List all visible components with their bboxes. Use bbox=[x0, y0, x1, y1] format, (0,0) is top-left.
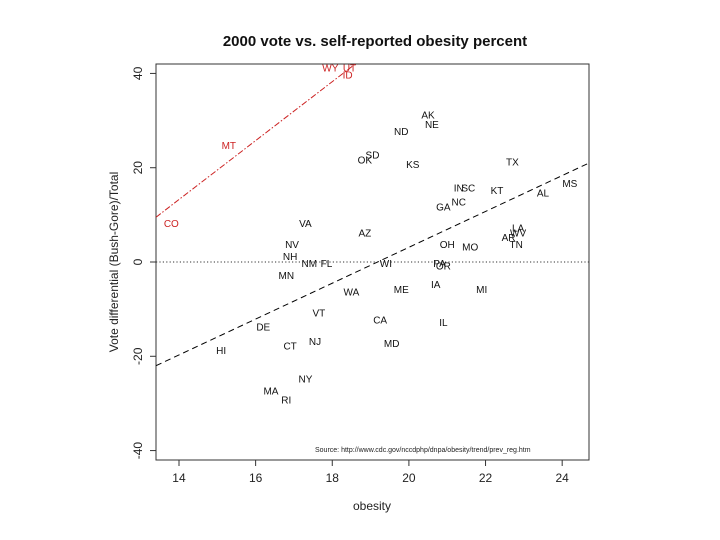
state-point-ga: GA bbox=[436, 202, 451, 213]
state-point-ia: IA bbox=[431, 280, 441, 291]
state-point-ca: CA bbox=[373, 316, 387, 327]
state-point-la: LA bbox=[512, 224, 525, 235]
state-point-hi: HI bbox=[216, 346, 226, 357]
state-point-mo: MO bbox=[462, 242, 478, 253]
state-point-va: VA bbox=[299, 219, 312, 230]
x-tick-label: 16 bbox=[249, 471, 263, 485]
x-tick-label: 22 bbox=[479, 471, 493, 485]
y-tick-label: 40 bbox=[131, 66, 145, 80]
state-point-nh: NH bbox=[283, 252, 297, 263]
fit-line-all-states bbox=[155, 162, 590, 367]
state-point-mt: MT bbox=[222, 141, 236, 152]
state-point-ma: MA bbox=[263, 386, 278, 397]
x-tick-label: 24 bbox=[555, 471, 569, 485]
state-point-ct: CT bbox=[283, 341, 296, 352]
state-point-sc: SC bbox=[461, 184, 475, 195]
x-tick-label: 20 bbox=[402, 471, 416, 485]
y-axis-label: Vote differential (Bush-Gore)/Total bbox=[107, 172, 121, 353]
state-point-vt: VT bbox=[312, 308, 325, 319]
y-tick-label: 20 bbox=[131, 161, 145, 175]
state-point-ks: KS bbox=[406, 160, 420, 171]
state-point-wi: WI bbox=[380, 259, 392, 270]
state-point-il: IL bbox=[439, 318, 448, 329]
state-point-ms: MS bbox=[562, 179, 577, 190]
state-point-or: OR bbox=[436, 261, 451, 272]
state-point-ri: RI bbox=[281, 396, 291, 407]
state-point-nc: NC bbox=[451, 198, 465, 209]
x-tick-label: 14 bbox=[172, 471, 186, 485]
state-point-nm: NM bbox=[301, 259, 317, 270]
x-axis-label: obesity bbox=[353, 499, 391, 513]
state-point-pa: PA bbox=[433, 259, 446, 270]
state-point-al: AL bbox=[537, 188, 550, 199]
state-point-kt: KT bbox=[491, 186, 504, 197]
state-point-sd: SD bbox=[366, 151, 380, 162]
axis-ticks: 14 16 18 20 22 24 -40 -20 0 20 40 bbox=[131, 66, 569, 485]
state-point-mn: MN bbox=[279, 271, 295, 282]
state-point-tx: TX bbox=[506, 158, 519, 169]
y-tick-label: -40 bbox=[131, 442, 145, 460]
state-point-in: IN bbox=[454, 184, 464, 195]
state-point-ut: UT bbox=[343, 63, 356, 74]
state-point-nd: ND bbox=[394, 127, 408, 138]
state-point-wv: WV bbox=[510, 228, 526, 239]
state-point-nj: NJ bbox=[309, 337, 321, 348]
chart-title: 2000 vote vs. self-reported obesity perc… bbox=[223, 33, 527, 50]
state-point-me: ME bbox=[394, 285, 409, 296]
state-point-fl: FL bbox=[321, 259, 333, 270]
state-point-md: MD bbox=[384, 339, 400, 350]
state-point-id: ID bbox=[343, 70, 353, 81]
state-point-mi: MI bbox=[476, 285, 487, 296]
state-point-nv: NV bbox=[285, 240, 299, 251]
y-tick-label: 0 bbox=[131, 258, 145, 265]
state-point-oh: OH bbox=[440, 240, 455, 251]
fit-line-outlier-states bbox=[155, 63, 356, 218]
x-tick-label: 18 bbox=[326, 471, 340, 485]
state-point-ak: AK bbox=[421, 110, 435, 121]
fit-lines bbox=[155, 63, 590, 367]
state-point-tn: TN bbox=[510, 240, 523, 251]
state-point-de: DE bbox=[256, 323, 270, 334]
state-point-wa: WA bbox=[344, 287, 360, 298]
state-point-wy: WY bbox=[322, 63, 338, 74]
source-note: Source: http://www.cdc.gov/nccdphp/dnpa/… bbox=[315, 447, 531, 454]
state-point-ne: NE bbox=[425, 120, 439, 131]
state-point-ok: OK bbox=[358, 155, 373, 166]
state-point-co: CO bbox=[164, 219, 179, 230]
y-tick-label: -20 bbox=[131, 347, 145, 365]
state-point-az: AZ bbox=[358, 228, 371, 239]
state-point-ar: AR bbox=[502, 233, 516, 244]
state-point-ny: NY bbox=[298, 374, 312, 385]
